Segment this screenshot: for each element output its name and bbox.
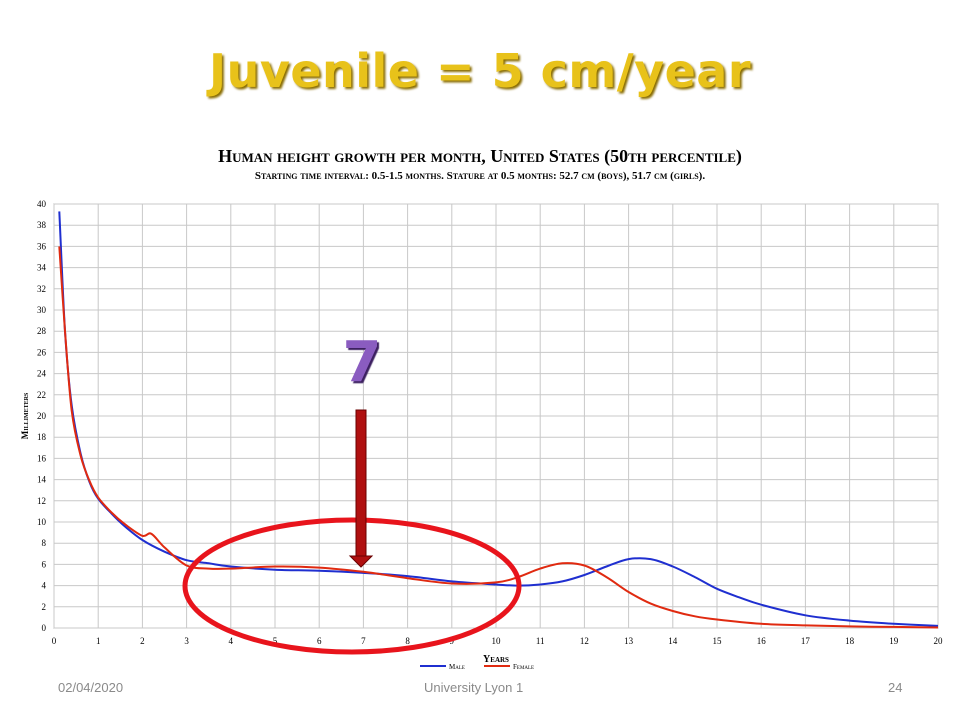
x-axis-label: Years — [483, 654, 509, 665]
legend-label-female: Female — [513, 663, 534, 671]
y-tick-label: 14 — [37, 475, 47, 485]
x-tick-labels: 0 1 2 3 4 5 6 7 8 9 10 11 12 13 14 15 16 17 18 19 20 — [52, 636, 943, 646]
x-tick-label: 18 — [845, 636, 855, 646]
y-tick-label: 34 — [37, 263, 47, 273]
y-tick-label: 30 — [37, 305, 47, 315]
y-axis-label: Millimeters — [20, 392, 30, 439]
series-line-female — [58, 246, 939, 629]
x-tick-label: 7 — [361, 636, 366, 646]
y-tick-label: 28 — [37, 326, 47, 336]
y-tick-label: 12 — [37, 496, 46, 506]
x-tick-label: 3 — [184, 636, 189, 646]
series-lines — [58, 211, 939, 629]
legend-label-male: Male — [449, 663, 465, 671]
x-tick-label: 2 — [140, 636, 145, 646]
down-arrow-icon — [348, 409, 374, 568]
x-tick-label: 8 — [405, 636, 410, 646]
x-tick-label: 17 — [801, 636, 811, 646]
y-tick-label: 22 — [37, 390, 46, 400]
grid — [53, 203, 939, 629]
slide-title: Juvenile = 5 cm/year — [208, 44, 752, 98]
y-tick-label: 2 — [42, 602, 47, 612]
y-tick-label: 32 — [37, 284, 46, 294]
x-tick-label: 5 — [273, 636, 278, 646]
y-tick-label: 38 — [37, 220, 47, 230]
y-tick-label: 10 — [37, 517, 47, 527]
y-tick-label: 16 — [37, 453, 47, 463]
x-tick-label: 20 — [934, 636, 944, 646]
y-tick-label: 40 — [37, 199, 47, 209]
footer-date: 02/04/2020 — [58, 680, 124, 695]
x-tick-label: 16 — [757, 636, 767, 646]
footer-page-number: 24 — [888, 680, 903, 695]
y-tick-label: 0 — [42, 623, 47, 633]
chart-title: Human height growth per month, United St… — [218, 146, 742, 166]
age-annotation: 7 — [342, 330, 382, 395]
y-tick-label: 26 — [37, 347, 47, 357]
chart-subtitle: Starting time interval: 0.5-1.5 months. … — [254, 170, 706, 182]
highlight-ellipse — [182, 517, 522, 655]
x-tick-label: 6 — [317, 636, 322, 646]
x-tick-label: 0 — [52, 636, 57, 646]
x-tick-label: 15 — [713, 636, 723, 646]
x-tick-label: 19 — [889, 636, 899, 646]
footer-organization: University Lyon 1 — [424, 680, 524, 695]
y-tick-label: 6 — [42, 559, 47, 569]
y-tick-label: 36 — [37, 241, 47, 251]
x-tick-label: 11 — [536, 636, 545, 646]
y-tick-label: 8 — [42, 538, 47, 548]
y-tick-label: 20 — [37, 411, 47, 421]
x-tick-label: 14 — [668, 636, 678, 646]
x-tick-label: 12 — [580, 636, 589, 646]
y-tick-label: 18 — [37, 432, 47, 442]
x-tick-label: 4 — [229, 636, 234, 646]
y-tick-label: 4 — [42, 581, 47, 591]
x-tick-label: 10 — [492, 636, 502, 646]
legend: Male Female — [420, 663, 534, 671]
x-tick-label: 13 — [624, 636, 634, 646]
x-tick-label: 1 — [96, 636, 101, 646]
y-tick-label: 24 — [37, 369, 47, 379]
